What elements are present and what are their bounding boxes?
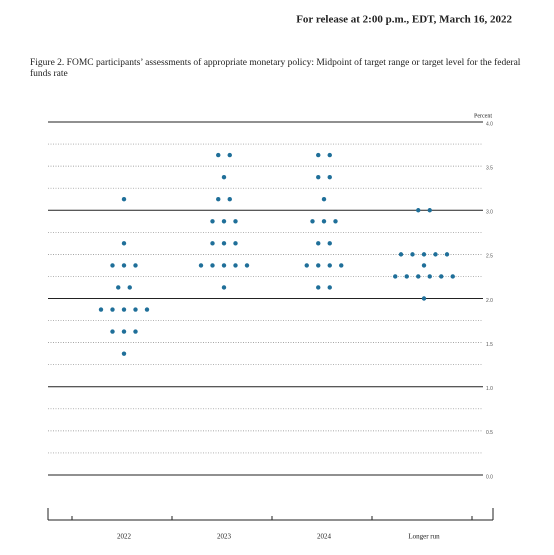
dot [227, 197, 232, 202]
dot [127, 285, 132, 290]
dot [221, 174, 227, 180]
dot [233, 241, 238, 246]
dot [233, 263, 238, 268]
dot [433, 252, 438, 257]
dot [98, 307, 104, 312]
dot [110, 263, 115, 268]
dot [450, 274, 455, 279]
caption-box: Figure 2. FOMC participants’ assessments… [30, 58, 521, 79]
dot [421, 296, 427, 301]
dot [121, 241, 127, 246]
dot [210, 219, 215, 224]
dot [439, 274, 444, 279]
x-tick-label: 2024 [317, 533, 332, 541]
dot [327, 152, 332, 158]
dot [321, 197, 327, 202]
dot [233, 219, 238, 224]
dot [221, 241, 227, 246]
dot [404, 274, 409, 279]
dot [210, 241, 215, 246]
dot [144, 307, 150, 312]
dot [327, 241, 332, 246]
dot [198, 263, 204, 268]
y-axis-label: Percent [474, 113, 492, 119]
y-tick-label: 2.0 [486, 298, 493, 304]
y-tick-label: 1.0 [486, 386, 493, 392]
dot [116, 285, 121, 290]
dot [221, 285, 227, 290]
y-tick-label: 0.5 [486, 430, 493, 436]
dot [421, 252, 427, 257]
dot [316, 263, 321, 268]
dot [327, 263, 332, 268]
dot [316, 174, 321, 180]
y-tick-label: 4.0 [486, 121, 493, 127]
dot [133, 263, 138, 268]
dot [121, 329, 127, 334]
dot [304, 263, 309, 268]
y-tick-label: 1.5 [486, 342, 493, 348]
dot [110, 307, 115, 312]
dot [221, 263, 227, 268]
dot [398, 252, 404, 257]
dot [121, 263, 127, 268]
dot [421, 263, 427, 268]
x-tick-label: 2022 [117, 533, 132, 541]
release-header: For release at 2:00 p.m., EDT, March 16,… [296, 14, 512, 26]
dot [310, 219, 315, 224]
dot [416, 274, 421, 279]
dot [316, 241, 321, 246]
dot [227, 152, 232, 158]
dot [316, 285, 321, 290]
dot [244, 263, 250, 268]
dot [393, 274, 398, 279]
x-tick-label: Longer run [408, 533, 440, 541]
dot [327, 174, 332, 180]
y-tick-label: 2.5 [486, 254, 493, 260]
dot [133, 329, 138, 334]
dot [327, 285, 332, 290]
dot [221, 219, 227, 224]
dot [427, 274, 432, 279]
dot [333, 219, 338, 224]
dot [416, 208, 421, 213]
dot [339, 263, 344, 268]
dot [133, 307, 138, 312]
dot [427, 208, 432, 213]
dot [216, 152, 221, 158]
y-tick-label: 0.0 [486, 474, 493, 480]
dot [121, 197, 127, 202]
x-tick-label: 2023 [217, 533, 232, 541]
dot [121, 307, 127, 312]
figure-caption: Figure 2. FOMC participants’ assessments… [30, 58, 521, 79]
dot [321, 219, 327, 224]
dot [110, 329, 115, 334]
dot [216, 197, 221, 202]
dot [121, 351, 127, 356]
dot [210, 263, 215, 268]
y-tick-label: 3.5 [486, 165, 493, 171]
dot [444, 252, 450, 257]
dot [410, 252, 415, 257]
y-tick-label: 3.0 [486, 210, 493, 216]
dot [316, 152, 321, 158]
